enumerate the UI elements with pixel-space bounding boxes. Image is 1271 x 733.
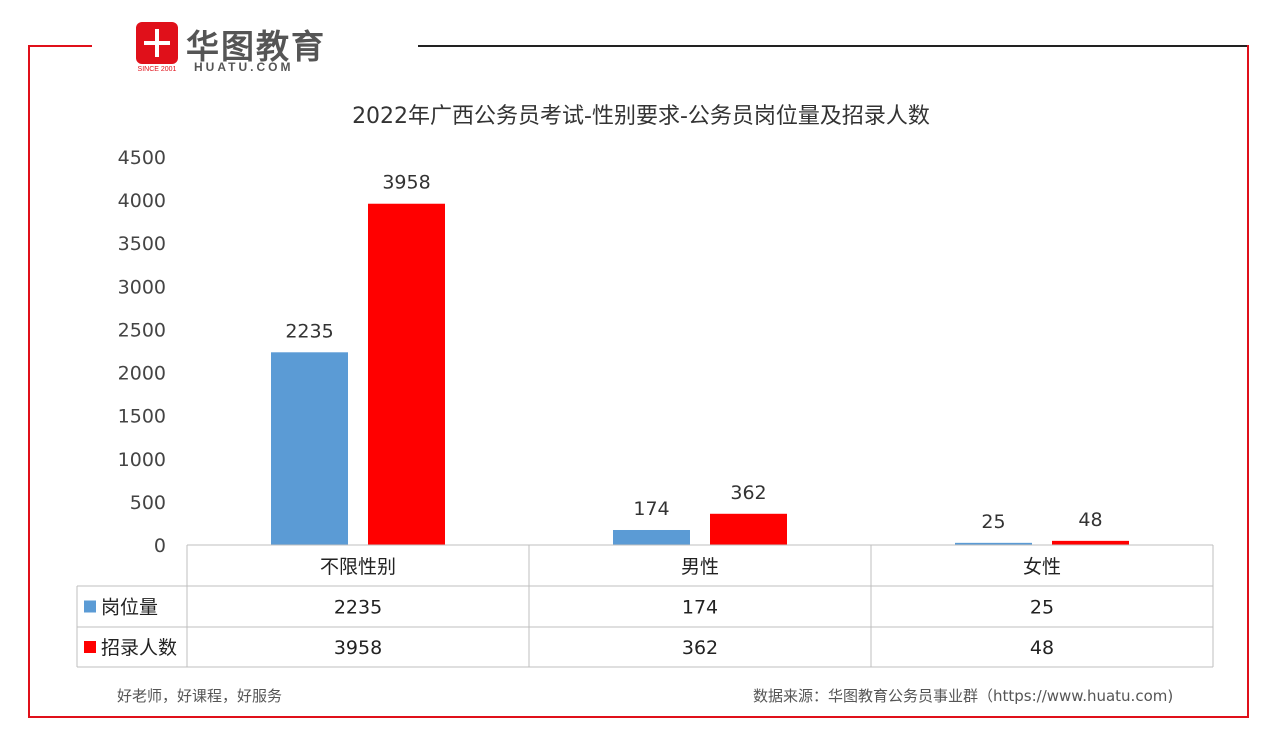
- legend-swatch: [84, 600, 96, 613]
- data-label: 362: [730, 482, 766, 504]
- logo-english-name: HUATU.COM: [194, 60, 294, 74]
- bar: [368, 203, 445, 546]
- legend-label: 岗位量: [101, 597, 158, 619]
- logo-since: SINCE 2001: [137, 66, 177, 73]
- bar: [613, 529, 690, 545]
- x-category-label: 男性: [681, 556, 719, 578]
- x-category-label: 不限性别: [320, 556, 396, 578]
- table-cell: 3958: [334, 637, 382, 659]
- y-tick-label: 1500: [118, 406, 166, 428]
- y-tick-label: 2500: [118, 319, 166, 341]
- y-tick-label: 4000: [118, 190, 166, 212]
- frame-right-line: [1247, 45, 1249, 718]
- huatu-logo-icon: [136, 22, 178, 64]
- frame-bottom-line: [28, 716, 1249, 718]
- table-cell: 174: [682, 597, 718, 619]
- y-tick-label: 4500: [118, 147, 166, 169]
- x-category-label: 女性: [1023, 556, 1061, 578]
- footer-source: 数据来源：华图教育公务员事业群（https://www.huatu.com): [753, 687, 1174, 705]
- logo-chinese-name: 华图教育: [186, 27, 326, 66]
- bar: [1052, 540, 1129, 545]
- bar: [710, 513, 787, 545]
- table-cell: 2235: [334, 597, 382, 619]
- table-cell: 48: [1030, 637, 1054, 659]
- data-label: 3958: [382, 172, 430, 194]
- legend-swatch: [84, 641, 96, 653]
- y-tick-label: 500: [130, 492, 166, 514]
- frame-top-left-line: [28, 45, 92, 47]
- data-label: 48: [1078, 509, 1102, 531]
- data-label: 2235: [285, 320, 333, 342]
- bar: [955, 542, 1032, 545]
- data-label: 174: [633, 498, 669, 520]
- frame-top-right-line: [418, 45, 1249, 47]
- y-tick-label: 3500: [118, 233, 166, 255]
- table-cell: 25: [1030, 597, 1054, 619]
- footer-slogan: 好老师，好课程，好服务: [117, 687, 283, 705]
- y-tick-label: 3000: [118, 276, 166, 298]
- y-tick-label: 1000: [118, 449, 166, 471]
- chart-title: 2022年广西公务员考试-性别要求-公务员岗位量及招录人数: [352, 104, 930, 129]
- y-tick-label: 0: [154, 535, 166, 557]
- legend-label: 招录人数: [101, 637, 177, 659]
- y-tick-label: 2000: [118, 363, 166, 385]
- frame-left-line: [28, 45, 30, 718]
- table-cell: 362: [682, 637, 718, 659]
- data-label: 25: [981, 511, 1005, 533]
- bar: [271, 352, 348, 545]
- huatu-logo: SINCE 2001 华图教育 HUATU.COM: [136, 18, 346, 78]
